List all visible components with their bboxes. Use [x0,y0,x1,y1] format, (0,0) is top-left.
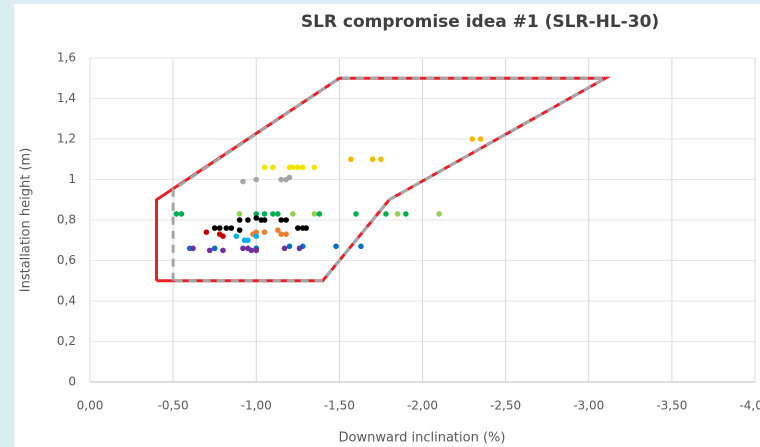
data-point [253,176,260,183]
data-point [236,227,243,233]
x-tick-label: 0,00 [77,399,104,413]
data-point [281,245,288,252]
y-tick-label: 1,2 [57,132,76,146]
data-point [286,174,293,181]
x-tick-label: -2,50 [490,399,521,413]
x-tick-label: -3,00 [573,399,604,413]
data-point [220,233,226,239]
data-point [223,225,230,231]
y-tick-label: 0,8 [57,213,76,227]
boundary-line [155,76,612,283]
data-point [261,217,268,223]
data-point [403,211,409,217]
data-point [233,233,240,239]
x-tick-label: -2,00 [407,399,438,413]
data-point [261,229,268,235]
data-point [311,211,318,217]
data-point [290,164,296,171]
y-tick-label: 1,6 [57,51,76,65]
data-point [300,164,306,171]
x-tick-label: -3,50 [656,399,687,413]
data-point [469,136,476,142]
boundary-line [171,76,612,283]
data-point [270,164,276,171]
data-point [477,136,484,142]
x-axis-title: Downward inclination (%) [339,431,506,446]
data-point [333,243,339,250]
data-point [253,211,260,217]
data-point [253,215,260,221]
data-point [253,229,260,235]
data-point [220,247,226,254]
data-point [278,176,284,183]
data-point [295,164,301,171]
data-point [358,243,364,250]
x-tick-label: -1,00 [241,399,272,413]
data-point [178,211,185,217]
x-tick-label: -4,00 [739,399,760,413]
y-tick-label: 1 [68,172,76,186]
data-point [240,178,246,185]
data-point [190,245,196,252]
data-point [248,247,255,254]
data-point [348,156,354,163]
chart-background [14,4,760,447]
y-tick-label: 0,2 [57,334,76,348]
data-point [290,211,296,217]
y-tick-label: 0 [68,375,76,389]
data-point [253,233,260,239]
data-point [245,237,251,244]
data-point [211,225,218,231]
y-axis-title: Installation height (m) [19,148,34,293]
data-point [278,217,284,223]
data-point [311,164,318,171]
data-point [261,164,268,171]
data-point [369,156,376,163]
data-point [173,211,180,217]
data-point [286,243,293,250]
data-point [240,245,246,252]
data-point [296,245,303,252]
data-point [394,211,401,217]
data-point [203,229,210,235]
data-point [211,245,218,252]
x-tick-label: -0,50 [158,399,189,413]
data-point [316,211,323,217]
data-point [278,231,284,237]
data-point [303,225,309,231]
data-point [261,211,268,217]
chart-title: SLR compromise idea #1 (SLR-HL-30) [301,12,659,32]
data-point [236,217,243,223]
data-point [275,227,281,233]
y-tick-label: 0,4 [57,294,76,308]
data-point [275,211,281,217]
data-point [283,231,289,237]
data-point [283,217,289,223]
x-tick-label: -1,50 [324,399,355,413]
data-point [436,211,442,217]
data-point [378,156,384,163]
data-point [253,247,260,254]
data-point [206,247,213,254]
data-point [245,217,251,223]
data-point [216,225,223,231]
data-point [228,225,235,231]
data-point [295,225,301,231]
y-tick-label: 1,4 [57,91,76,105]
data-point [236,211,243,217]
data-point [353,211,359,217]
data-point [270,211,276,217]
data-point [383,211,389,217]
y-tick-label: 0,6 [57,253,76,267]
